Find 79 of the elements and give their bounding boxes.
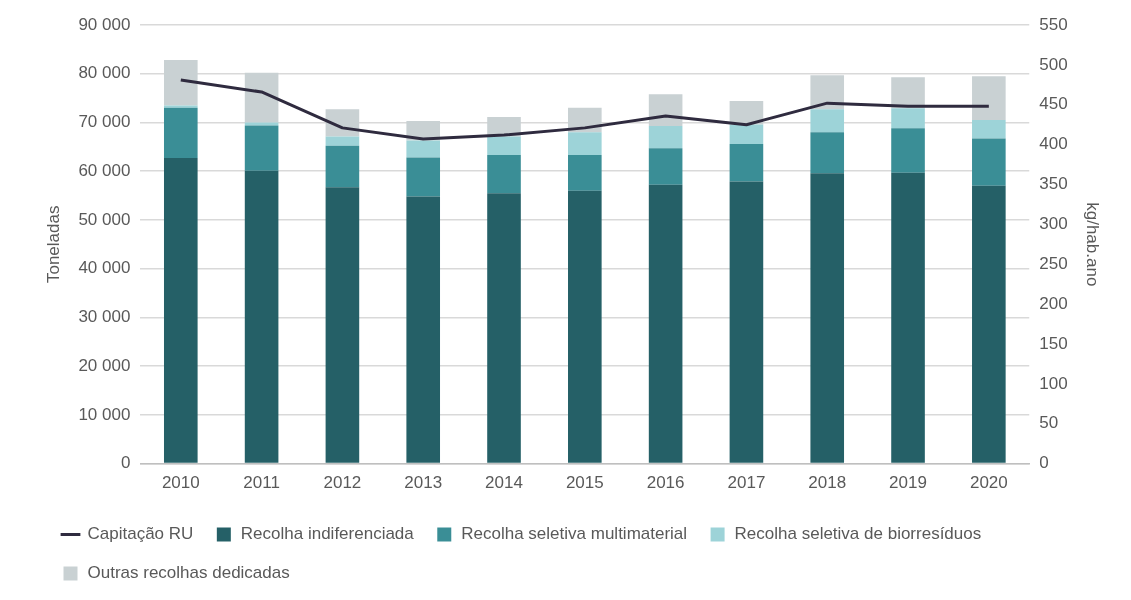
bar [568, 155, 602, 191]
bar [163, 105, 198, 108]
x-tick-label: 2016 [646, 473, 685, 493]
bar [163, 158, 198, 463]
bar [648, 148, 683, 185]
bar [891, 128, 925, 173]
bar [244, 125, 279, 171]
bar [325, 136, 360, 146]
y-axis-title: Toneladas [43, 205, 63, 284]
x-tick-label: 2015 [565, 473, 604, 493]
y2-tick-label: 100 [1039, 373, 1068, 393]
bar [729, 181, 764, 463]
bar [487, 193, 521, 463]
bar [325, 145, 360, 188]
bar [568, 190, 602, 463]
bar [729, 143, 764, 182]
bar [810, 132, 845, 174]
x-tick-label: 2019 [889, 473, 927, 493]
legend-label: Capitação RU [87, 524, 194, 544]
bar [406, 140, 441, 158]
legend-label: Outras recolhas dedicadas [87, 563, 290, 583]
y-tick-label: 90 000 [78, 14, 131, 34]
y-tick-label: 0 [120, 453, 131, 473]
y2-tick-label: 550 [1039, 14, 1068, 34]
bar [406, 157, 441, 197]
bar [810, 75, 845, 110]
y2-tick-label: 300 [1039, 214, 1068, 234]
bar [568, 132, 602, 156]
y-tick-label: 10 000 [78, 404, 131, 424]
y2-tick-label: 150 [1039, 333, 1068, 353]
y2-tick-label: 50 [1039, 413, 1059, 433]
y-tick-label: 70 000 [78, 112, 131, 132]
bar [487, 136, 521, 156]
y2-tick-label: 0 [1039, 453, 1049, 473]
bar [648, 94, 683, 126]
x-tick-label: 2012 [323, 473, 362, 493]
y2-tick-label: 250 [1039, 253, 1068, 273]
bar [406, 196, 441, 463]
x-tick-label: 2011 [243, 473, 280, 493]
x-tick-label: 2017 [727, 473, 766, 493]
y-tick-label: 30 000 [78, 307, 131, 327]
y-tick-label: 20 000 [78, 355, 131, 375]
y2-tick-label: 350 [1039, 174, 1068, 194]
x-tick-label: 2018 [808, 473, 847, 493]
bar [163, 107, 198, 159]
x-tick-label: 2010 [161, 473, 200, 493]
y2-tick-label: 200 [1039, 293, 1068, 313]
bar [972, 120, 1006, 139]
y-tick-label: 60 000 [78, 160, 131, 180]
y-tick-label: 40 000 [78, 258, 131, 278]
bar [244, 122, 279, 126]
bar [891, 77, 925, 109]
x-tick-label: 2013 [404, 473, 443, 493]
bar [810, 173, 845, 463]
legend-label: Recolha seletiva de biorresíduos [734, 524, 982, 544]
bar [325, 187, 360, 463]
y2-tick-label: 500 [1039, 54, 1068, 74]
bar [244, 170, 279, 463]
bar [487, 155, 521, 194]
y-tick-label: 50 000 [78, 209, 131, 229]
x-tick-label: 2020 [969, 473, 1008, 493]
bar [891, 108, 925, 129]
bar [972, 138, 1006, 186]
y2-tick-label: 450 [1039, 94, 1068, 114]
bar [972, 185, 1006, 463]
legend-label: Recolha indiferenciada [240, 524, 415, 544]
y2-tick-label: 400 [1039, 134, 1068, 154]
bar [729, 124, 764, 144]
legend-label: Recolha seletiva multimaterial [461, 524, 688, 544]
y2-axis-title: kg/hab.ano [1083, 202, 1103, 287]
bar [244, 72, 279, 123]
bar [810, 109, 845, 133]
y-tick-label: 80 000 [78, 63, 131, 83]
bar [163, 60, 198, 106]
bar [972, 76, 1006, 121]
x-tick-label: 2014 [485, 473, 523, 493]
bar [648, 125, 683, 149]
bar [648, 184, 683, 463]
bar [891, 172, 925, 463]
